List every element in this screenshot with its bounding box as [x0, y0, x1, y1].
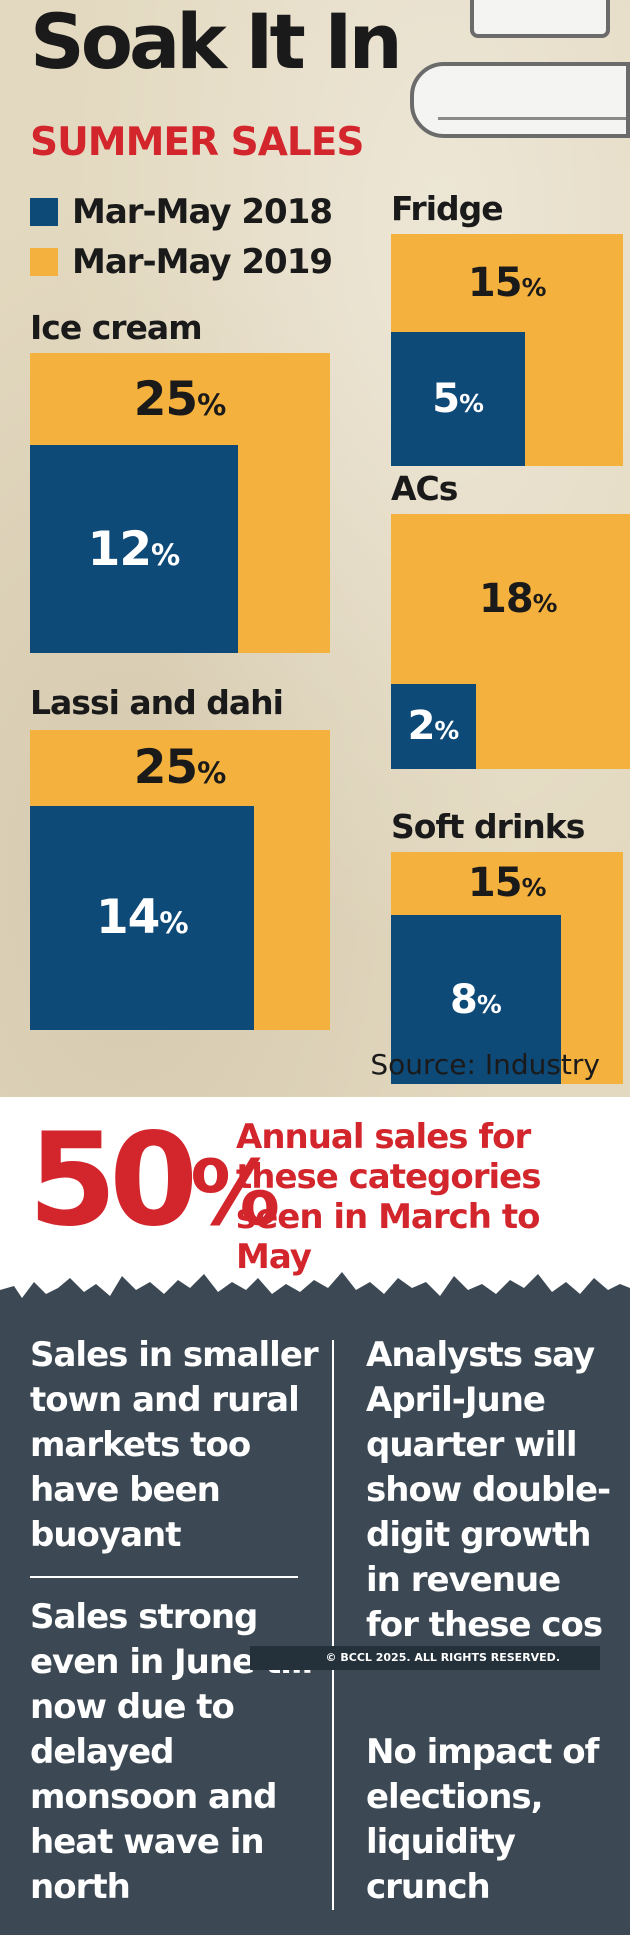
label-2019-value: 15	[467, 260, 523, 307]
legend-item-2018: Mar-May 2018	[30, 192, 333, 232]
note-analysts: Analysts say April-June quarter will sho…	[366, 1335, 611, 1645]
label-2019-value: 15	[467, 860, 523, 907]
chart-subtitle: SUMMER SALES	[30, 120, 364, 165]
legend-swatch-2018	[30, 198, 58, 226]
panel-title: Soft drinks	[391, 807, 585, 846]
label-2018-percent: %	[159, 906, 189, 941]
chart-title: Soak It In	[30, 0, 403, 86]
label-2018: 8%	[391, 980, 561, 1020]
panel-title: Ice cream	[30, 308, 203, 347]
label-2018-value: 14	[95, 890, 160, 946]
legend-swatch-2019	[30, 248, 58, 276]
legend-label-2018: Mar-May 2018	[72, 192, 333, 232]
label-2019-percent: %	[532, 588, 558, 618]
label-2019-percent: %	[197, 387, 227, 422]
legend-label-2019: Mar-May 2019	[72, 242, 333, 282]
fridge-illustration	[470, 0, 610, 38]
label-2018-value: 5	[432, 376, 460, 423]
label-2018-percent: %	[459, 389, 484, 419]
notes-background	[0, 1308, 630, 1935]
label-2018: 2%	[391, 706, 476, 746]
note-no-impact: No impact of elections, liquidity crunch	[366, 1732, 599, 1907]
label-2018-value: 2	[407, 703, 436, 750]
label-2019-percent: %	[197, 756, 227, 791]
label-2018: 5%	[391, 379, 525, 419]
label-2019: 25%	[30, 376, 330, 423]
label-2018-value: 12	[87, 521, 152, 577]
label-2019-percent: %	[521, 273, 547, 303]
divider-horizontal	[30, 1576, 298, 1578]
notes-section	[0, 1268, 630, 1935]
label-2019-value: 25	[133, 740, 198, 796]
label-2018-percent: %	[151, 537, 181, 572]
source-note: Source: Industry	[370, 1048, 600, 1081]
label-2019: 25%	[30, 744, 330, 791]
highlight-number: 50%	[28, 1117, 280, 1245]
legend-item-2019: Mar-May 2019	[30, 242, 333, 282]
bar-2018	[391, 914, 561, 1085]
panel-title: ACs	[391, 469, 458, 508]
note-rural-markets: Sales in smaller town and rural markets …	[30, 1335, 319, 1555]
ac-illustration	[410, 62, 630, 138]
label-2019-percent: %	[521, 873, 547, 903]
bar-2018	[391, 683, 476, 769]
highlight-band	[0, 1097, 630, 1307]
divider-vertical	[332, 1340, 334, 1910]
highlight-text: Annual sales for these categories seen i…	[236, 1117, 541, 1277]
note-june-sales: Sales strong even in June till now due t…	[30, 1597, 313, 1907]
label-2019-value: 25	[133, 371, 198, 427]
label-2019: 15%	[391, 863, 623, 903]
label-2019-value: 18	[479, 575, 534, 622]
label-2019: 18%	[391, 579, 630, 619]
label-2019: 15%	[391, 263, 623, 303]
bar-2018	[30, 445, 238, 653]
label-2018: 14%	[30, 894, 254, 941]
label-2018: 12%	[30, 526, 238, 573]
label-2018-percent: %	[476, 989, 502, 1019]
label-2018-value: 8	[450, 976, 478, 1023]
bar-2018	[391, 332, 526, 467]
bar-2018	[30, 805, 255, 1030]
highlight-number-value: 50	[28, 1106, 198, 1255]
panel-title: Lassi and dahi	[30, 683, 284, 722]
panel-title: Fridge	[391, 189, 504, 228]
highlight-percent: %	[190, 1141, 281, 1246]
label-2018-percent: %	[434, 716, 460, 746]
copyright-notice: © BCCL 2025. ALL RIGHTS RESERVED.	[250, 1646, 600, 1670]
